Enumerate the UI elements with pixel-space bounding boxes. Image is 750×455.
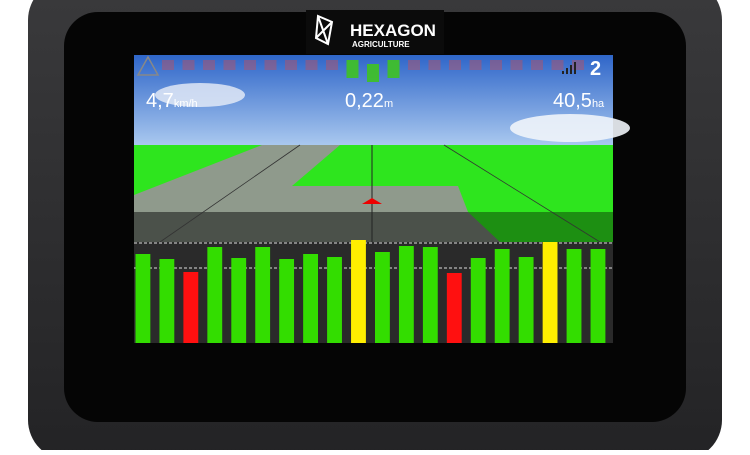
light: [367, 64, 379, 82]
speed: 4,7km/h: [146, 90, 198, 112]
offset-unit: m: [384, 98, 393, 110]
area-unit: ha: [592, 98, 605, 110]
light: [162, 60, 174, 70]
section-bar: [494, 249, 510, 343]
light: [387, 60, 400, 78]
vehicle-marker: [362, 198, 382, 204]
section-bar: [159, 259, 175, 343]
section-bar: [327, 257, 342, 343]
light: [244, 60, 256, 70]
light: [182, 60, 195, 70]
satellites: 2: [590, 58, 601, 80]
light: [510, 60, 523, 70]
light: [305, 60, 318, 70]
section-bar: [446, 273, 462, 343]
section-bar: [183, 272, 199, 343]
guide-line: [159, 144, 301, 243]
section-bar: [255, 247, 271, 343]
brand: HEXAGON: [350, 21, 436, 40]
speed-value: 4,7: [146, 90, 174, 112]
light: [490, 60, 502, 70]
light: [551, 60, 564, 70]
light: [408, 60, 420, 70]
section-bar: [303, 254, 318, 343]
screen: 2 4,7km/h 0,22m 40,5ha: [134, 55, 630, 343]
ground-right: [468, 212, 613, 242]
light: [285, 60, 297, 70]
section-bar: [518, 257, 534, 343]
speed-unit: km/h: [174, 98, 198, 110]
light: [223, 60, 236, 70]
section-bar: [590, 249, 606, 343]
covered-path: [134, 145, 468, 212]
sub-brand: AGRICULTURE: [352, 40, 410, 49]
light: [326, 60, 338, 70]
section-bar: [566, 249, 582, 343]
section-bars: [135, 240, 606, 343]
logo-icon: [314, 14, 334, 46]
section-bar: [279, 259, 295, 343]
section-bar: [135, 254, 151, 343]
area: 40,5ha: [553, 90, 605, 112]
cloud: [155, 83, 245, 107]
section-bar: [231, 258, 247, 343]
section-bar: [207, 247, 223, 343]
light: [469, 60, 482, 70]
cloud: [510, 114, 630, 142]
light: [264, 60, 277, 70]
lightbar: [162, 60, 584, 82]
signal-icon: [562, 62, 576, 74]
section-panel: [134, 242, 613, 343]
section-bar: [422, 247, 438, 343]
light: [428, 60, 441, 70]
guide-line: [443, 144, 601, 243]
area-value: 40,5: [553, 90, 592, 112]
light: [531, 60, 543, 70]
light: [346, 60, 359, 78]
section-bar: [542, 242, 558, 343]
light: [572, 60, 584, 70]
offset-value: 0,22: [345, 90, 384, 112]
light: [203, 60, 215, 70]
section-bar: [351, 240, 366, 343]
warning-icon: [136, 55, 160, 76]
section-bar: [470, 258, 486, 343]
logo-area: [306, 10, 444, 54]
offset: 0,22m: [345, 90, 393, 112]
section-bar: [375, 252, 390, 343]
section-bar: [398, 246, 414, 343]
light: [449, 60, 461, 70]
